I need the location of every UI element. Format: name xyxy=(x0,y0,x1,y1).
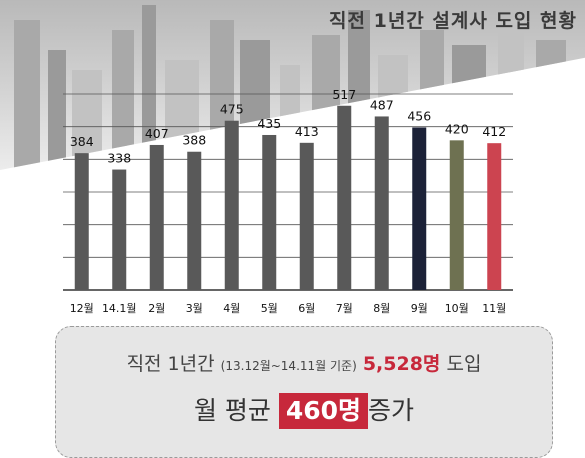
value-label-5월: 435 xyxy=(257,116,281,131)
page-title: 직전 1년간 설계사 도입 현황 xyxy=(329,10,577,32)
x-tick-4월: 4월 xyxy=(223,302,240,315)
summary-total-value: 5,528명 xyxy=(362,353,441,375)
value-label-4월: 475 xyxy=(220,102,244,117)
bar-7월 xyxy=(337,105,352,290)
bar-3월 xyxy=(187,151,202,290)
x-tick-3월: 3월 xyxy=(186,302,203,315)
summary-total-line: 직전 1년간 (13.12월~14.11월 기준) 5,528명 도입 xyxy=(56,349,552,376)
value-labels: 384 338 407 388 475 435 413 517 487 456 420 412 xyxy=(70,87,506,166)
bar-2월 xyxy=(149,144,164,290)
bar-group xyxy=(74,105,502,291)
x-tick-12월: 12월 xyxy=(70,302,94,315)
bar-14.1월 xyxy=(112,169,127,290)
bar-11월 xyxy=(487,143,502,290)
value-label-12월: 384 xyxy=(70,134,94,149)
summary-period-range: (13.12월~14.11월 기준) xyxy=(220,359,357,373)
bar-5월 xyxy=(262,134,277,290)
summary-box: 직전 1년간 (13.12월~14.11월 기준) 5,528명 도입 월 평균… xyxy=(55,326,553,458)
x-tick-8월: 8월 xyxy=(373,302,390,315)
summary-average-line: 월 평균 460명 증가 xyxy=(56,391,552,429)
value-label-7월: 517 xyxy=(332,87,356,102)
x-tick-14.1월: 14.1월 xyxy=(102,302,137,315)
bar-9월 xyxy=(412,127,427,290)
bar-12월 xyxy=(74,153,89,290)
grid-lines xyxy=(63,93,513,291)
summary-avg-label: 월 평균 xyxy=(193,396,271,425)
value-label-9월: 456 xyxy=(407,108,431,123)
value-label-3월: 388 xyxy=(182,133,206,148)
summary-total-suffix: 도입 xyxy=(446,353,482,375)
summary-period-label: 직전 1년간 xyxy=(126,353,215,375)
x-tick-2월: 2월 xyxy=(148,302,165,315)
summary-avg-value: 460명 xyxy=(278,393,369,429)
x-tick-5월: 5월 xyxy=(261,302,278,315)
summary-avg-suffix: 증가 xyxy=(368,396,415,425)
x-tick-11월: 11월 xyxy=(482,302,506,315)
value-label-11월: 412 xyxy=(482,124,506,139)
value-label-8월: 487 xyxy=(370,97,394,112)
x-tick-9월: 9월 xyxy=(411,302,428,315)
bar-chart: 384 338 407 388 475 435 413 517 487 456 420 412 12월… xyxy=(63,87,513,315)
bar-6월 xyxy=(299,142,314,290)
x-tick-7월: 7월 xyxy=(336,302,353,315)
bar-10월 xyxy=(449,140,464,290)
value-label-2월: 407 xyxy=(145,126,169,141)
bar-8월 xyxy=(374,116,389,290)
value-label-6월: 413 xyxy=(295,124,319,139)
bar-4월 xyxy=(224,120,239,291)
value-label-14.1월: 338 xyxy=(107,151,131,166)
x-tick-10월: 10월 xyxy=(445,302,469,315)
x-tick-6월: 6월 xyxy=(298,302,315,315)
x-tick-labels: 12월 14.1월 2월 3월 4월 5월 6월 7월 8월 9월 10월 11월 xyxy=(70,302,507,315)
value-label-10월: 420 xyxy=(445,121,469,136)
